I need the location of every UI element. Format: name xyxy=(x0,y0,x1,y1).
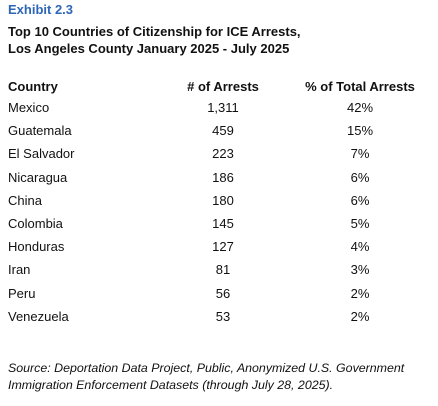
cell-arrests: 81 xyxy=(215,262,231,278)
cell-pct: 2% xyxy=(350,308,370,324)
chart-title-line-1: Top 10 Countries of Citizenship for ICE … xyxy=(8,24,301,39)
cell-country: Iran xyxy=(8,262,31,278)
table-row: Colombia 145 5% xyxy=(8,216,432,239)
cell-arrests: 56 xyxy=(215,285,231,301)
cell-arrests: 53 xyxy=(215,308,231,324)
arrests-table: Country # of Arrests % of Total Arrests … xyxy=(8,79,432,332)
table-row: Venezuela 53 2% xyxy=(8,309,432,332)
source-note-line-2: Immigration Enforcement Datasets (throug… xyxy=(8,378,334,392)
cell-country: Colombia xyxy=(8,215,63,231)
cell-arrests: 459 xyxy=(212,123,234,139)
chart-title: Top 10 Countries of Citizenship for ICE … xyxy=(8,23,301,57)
table-body: Mexico 1,311 42% Guatemala 459 15% El Salvador… xyxy=(8,100,432,332)
cell-pct: 3% xyxy=(350,262,370,278)
header-arrests: # of Arrests xyxy=(187,79,259,94)
cell-pct: 5% xyxy=(350,215,370,231)
table-row: Peru 56 2% xyxy=(8,286,432,309)
cell-arrests: 186 xyxy=(212,169,234,185)
cell-pct: 6% xyxy=(350,192,370,208)
cell-arrests: 223 xyxy=(212,146,234,162)
table-header-row: Country # of Arrests % of Total Arrests xyxy=(8,79,432,100)
source-note-line-1: Source: Deportation Data Project, Public… xyxy=(8,361,405,375)
table-row: Iran 81 3% xyxy=(8,262,432,285)
header-country: Country xyxy=(8,79,58,94)
source-note: Source: Deportation Data Project, Public… xyxy=(8,360,433,394)
table-row: Guatemala 459 15% xyxy=(8,123,432,146)
table-row: El Salvador 223 7% xyxy=(8,146,432,169)
cell-pct: 7% xyxy=(350,146,370,162)
table-row: Nicaragua 186 6% xyxy=(8,170,432,193)
cell-arrests: 180 xyxy=(212,192,234,208)
cell-country: China xyxy=(8,192,42,208)
cell-country: Venezuela xyxy=(8,308,69,324)
cell-arrests: 1,311 xyxy=(207,100,239,115)
cell-pct: 15% xyxy=(346,123,374,139)
cell-country: Nicaragua xyxy=(8,169,68,185)
cell-pct: 42% xyxy=(346,100,374,115)
cell-arrests: 145 xyxy=(212,215,234,231)
table-row: Mexico 1,311 42% xyxy=(8,100,432,123)
table-row: Honduras 127 4% xyxy=(8,239,432,262)
cell-country: El Salvador xyxy=(8,146,75,162)
table-row: China 180 6% xyxy=(8,193,432,216)
cell-arrests: 127 xyxy=(212,239,234,255)
cell-country: Peru xyxy=(8,285,36,301)
cell-pct: 2% xyxy=(350,285,370,301)
header-pct: % of Total Arrests xyxy=(305,79,415,94)
cell-pct: 6% xyxy=(350,169,370,185)
cell-country: Mexico xyxy=(8,100,50,115)
chart-title-line-2: Los Angeles County January 2025 - July 2… xyxy=(8,41,290,56)
cell-country: Honduras xyxy=(8,239,65,255)
exhibit-label: Exhibit 2.3 xyxy=(8,2,74,17)
cell-country: Guatemala xyxy=(8,123,72,139)
cell-pct: 4% xyxy=(350,239,370,255)
